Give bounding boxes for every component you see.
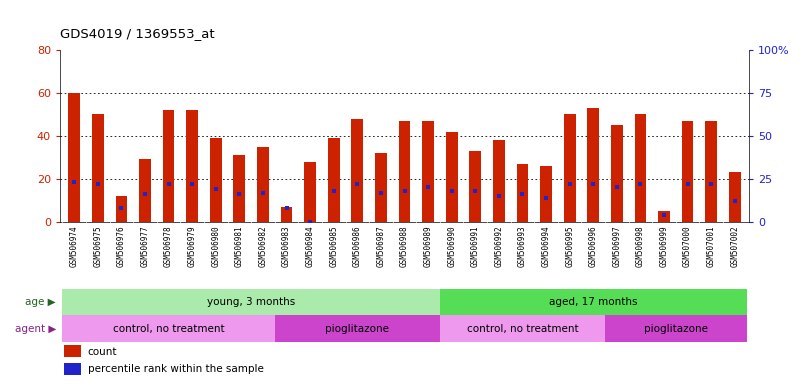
Text: GSM506993: GSM506993 — [518, 225, 527, 266]
Text: GSM506991: GSM506991 — [471, 225, 480, 266]
Text: GSM506998: GSM506998 — [636, 225, 645, 266]
Bar — [210, 138, 222, 222]
Bar — [68, 93, 80, 222]
Text: age ▶: age ▶ — [26, 297, 56, 307]
Text: percentile rank within the sample: percentile rank within the sample — [87, 364, 264, 374]
Text: pioglitazone: pioglitazone — [644, 324, 708, 334]
Text: GSM506988: GSM506988 — [400, 225, 409, 266]
Bar — [422, 121, 434, 222]
Text: GSM506989: GSM506989 — [424, 225, 433, 266]
Bar — [729, 172, 741, 222]
Bar — [446, 131, 457, 222]
Bar — [564, 114, 576, 222]
Text: GSM506980: GSM506980 — [211, 225, 220, 266]
Bar — [605, 315, 747, 342]
Bar — [115, 196, 127, 222]
Bar — [440, 315, 605, 342]
Bar — [63, 345, 81, 358]
Text: GSM506992: GSM506992 — [494, 225, 503, 266]
Text: GSM506986: GSM506986 — [352, 225, 362, 266]
Bar — [257, 147, 269, 222]
Text: GSM506977: GSM506977 — [140, 225, 150, 266]
Text: GSM506976: GSM506976 — [117, 225, 126, 266]
Text: GDS4019 / 1369553_at: GDS4019 / 1369553_at — [60, 27, 215, 40]
Text: GSM506984: GSM506984 — [306, 225, 315, 266]
Bar — [611, 125, 622, 222]
Text: GSM506974: GSM506974 — [70, 225, 78, 266]
Bar — [275, 315, 440, 342]
Text: GSM506994: GSM506994 — [541, 225, 550, 266]
Bar — [587, 108, 599, 222]
Bar — [163, 110, 175, 222]
Bar — [399, 121, 410, 222]
Text: GSM506982: GSM506982 — [259, 225, 268, 266]
Bar — [187, 110, 198, 222]
Bar — [517, 164, 529, 222]
Text: count: count — [87, 347, 117, 357]
Text: GSM507000: GSM507000 — [683, 225, 692, 266]
Text: pioglitazone: pioglitazone — [325, 324, 389, 334]
Bar — [634, 114, 646, 222]
Text: young, 3 months: young, 3 months — [207, 297, 296, 307]
Text: GSM506979: GSM506979 — [187, 225, 197, 266]
Bar — [304, 162, 316, 222]
Text: GSM506975: GSM506975 — [94, 225, 103, 266]
Text: control, no treatment: control, no treatment — [467, 324, 578, 334]
Text: GSM506999: GSM506999 — [659, 225, 669, 266]
Bar — [280, 207, 292, 222]
Text: GSM506990: GSM506990 — [447, 225, 457, 266]
Text: aged, 17 months: aged, 17 months — [549, 297, 638, 307]
Text: GSM506983: GSM506983 — [282, 225, 291, 266]
Text: agent ▶: agent ▶ — [14, 324, 56, 334]
Text: GSM506995: GSM506995 — [566, 225, 574, 266]
Text: GSM506981: GSM506981 — [235, 225, 244, 266]
Text: GSM507001: GSM507001 — [706, 225, 715, 266]
Bar — [233, 155, 245, 222]
Bar — [375, 153, 387, 222]
Bar — [62, 315, 275, 342]
Bar — [493, 140, 505, 222]
Bar — [540, 166, 552, 222]
Text: GSM507002: GSM507002 — [731, 225, 739, 266]
Text: GSM506978: GSM506978 — [164, 225, 173, 266]
Text: GSM506996: GSM506996 — [589, 225, 598, 266]
Text: control, no treatment: control, no treatment — [113, 324, 224, 334]
Bar — [352, 119, 363, 222]
Text: GSM506985: GSM506985 — [329, 225, 338, 266]
Bar — [469, 151, 481, 222]
Bar — [139, 159, 151, 222]
Bar — [328, 138, 340, 222]
Bar — [440, 288, 747, 315]
Bar — [706, 121, 717, 222]
Bar — [92, 114, 103, 222]
Bar — [62, 288, 440, 315]
Bar — [658, 211, 670, 222]
Bar — [682, 121, 694, 222]
Text: GSM506997: GSM506997 — [612, 225, 622, 266]
Text: GSM506987: GSM506987 — [376, 225, 385, 266]
Bar — [63, 362, 81, 375]
